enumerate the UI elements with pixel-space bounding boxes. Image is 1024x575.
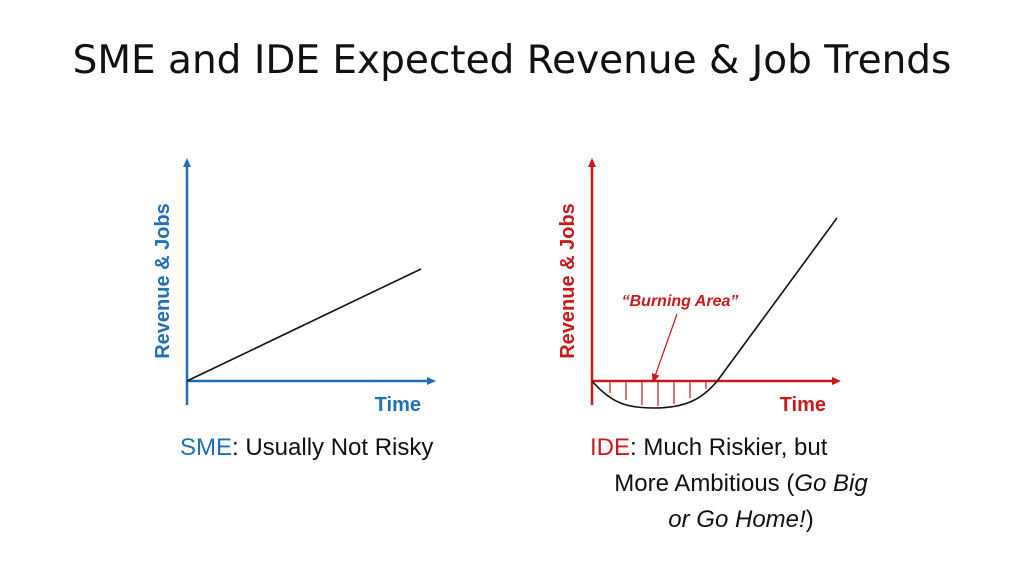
sme-x-axis-label: Time — [375, 394, 421, 416]
ide-caption-line3-plain: ) — [805, 506, 814, 533]
page-title: SME and IDE Expected Revenue & Job Trend… — [72, 38, 952, 83]
ide-caption-line3-italic: or Go Home! — [668, 506, 806, 533]
ide-caption-line2-italic: Go Big — [794, 470, 868, 497]
sme-trend-line — [186, 268, 422, 382]
burning-area-pointer — [651, 313, 678, 383]
ide-y-axis-label: Revenue & Jobs — [557, 203, 579, 359]
sme-y-axis-label: Revenue & Jobs — [152, 203, 174, 359]
ide-trend-curve — [591, 217, 838, 409]
ide-caption-text: : Much Riskier, but — [630, 434, 828, 461]
ide-caption: IDE: Much Riskier, but More Ambitious (G… — [586, 430, 896, 538]
ide-caption-line3: or Go Home!) — [586, 502, 896, 538]
ide-caption-line2-plain: More Ambitious ( — [614, 470, 795, 497]
sme-caption-text: : Usually Not Risky — [232, 434, 434, 461]
sme-caption-tag: SME — [180, 434, 233, 461]
burning-area-annotation: “Burning Area” — [622, 293, 739, 310]
burning-area-hatch — [609, 381, 707, 406]
ide-caption-tag: IDE — [590, 434, 631, 461]
sme-caption: SME: Usually Not Risky — [180, 434, 433, 462]
sme-chart: Revenue & Jobs Time — [152, 158, 436, 416]
ide-caption-line1: IDE: Much Riskier, but — [586, 430, 896, 466]
ide-chart: “Burning Area” Revenue & Jobs Time — [557, 158, 841, 416]
ide-caption-line2: More Ambitious (Go Big — [586, 466, 896, 502]
ide-x-axis-label: Time — [780, 394, 826, 416]
